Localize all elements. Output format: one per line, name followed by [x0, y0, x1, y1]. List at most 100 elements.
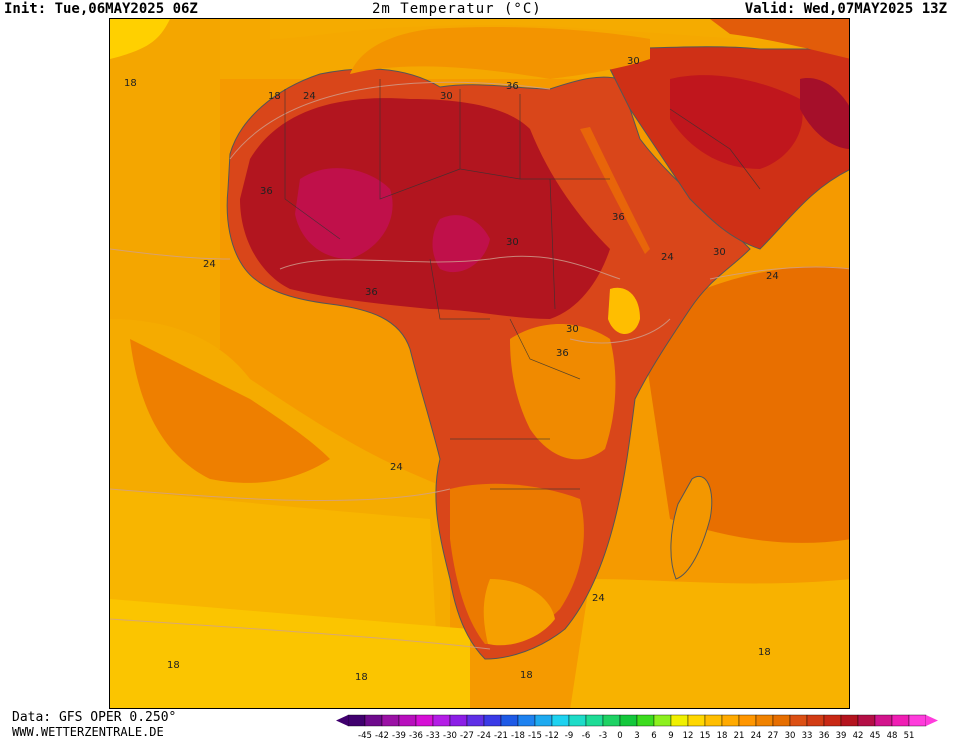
- contour-label: 18: [124, 78, 137, 89]
- legend-tick-label: -33: [426, 731, 440, 741]
- legend-tick-label: 51: [904, 731, 915, 741]
- legend-swatch: [534, 714, 553, 727]
- legend-swatch: [772, 714, 791, 727]
- legend-tick-label: -12: [545, 731, 559, 741]
- legend-tick-label: -39: [392, 731, 406, 741]
- contour-label: 36: [612, 212, 625, 223]
- legend-tick-label: 18: [717, 731, 728, 741]
- legend-swatch: [483, 714, 502, 727]
- contour-label: 24: [661, 252, 674, 263]
- legend-tick-label: -36: [409, 731, 423, 741]
- legend-swatch: [806, 714, 825, 727]
- contour-label: 36: [556, 348, 569, 359]
- contour-label: 18: [355, 672, 368, 683]
- legend-tick-label: 15: [700, 731, 711, 741]
- legend-swatch: [704, 714, 723, 727]
- legend-tick-label: -45: [358, 731, 372, 741]
- legend-tick-label: -3: [599, 731, 607, 741]
- legend-arrow-left: [336, 715, 348, 726]
- legend-tick-label: 27: [768, 731, 779, 741]
- contour-label: 18: [167, 660, 180, 671]
- legend-swatch: [755, 714, 774, 727]
- contour-label: 30: [713, 247, 726, 258]
- legend-swatch: [449, 714, 468, 727]
- contour-label: 24: [592, 593, 605, 604]
- legend-tick-label: 42: [853, 731, 864, 741]
- legend-swatch: [364, 714, 383, 727]
- legend-swatch: [381, 714, 400, 727]
- legend-swatch: [415, 714, 434, 727]
- legend-tick-label: 6: [651, 731, 656, 741]
- legend-swatch: [466, 714, 485, 727]
- contour-label: 24: [390, 462, 403, 473]
- legend-swatch: [840, 714, 859, 727]
- legend-swatch: [823, 714, 842, 727]
- legend-tick-label: -15: [528, 731, 542, 741]
- contour-label: 18: [758, 647, 771, 658]
- website: WWW.WETTERZENTRALE.DE: [12, 725, 164, 739]
- legend-tick-label: -24: [477, 731, 491, 741]
- legend-tick-label: 21: [734, 731, 745, 741]
- legend-swatch: [891, 714, 910, 727]
- legend-swatch: [670, 714, 689, 727]
- credits: Data: GFS OPER 0.250° WWW.WETTERZENTRALE…: [12, 710, 177, 740]
- legend-tick-label: 0: [617, 731, 622, 741]
- contour-label: 18: [268, 91, 281, 102]
- legend-tick-label: -30: [443, 731, 457, 741]
- legend-swatch: [636, 714, 655, 727]
- contour-label: 24: [203, 259, 216, 270]
- legend-swatch: [738, 714, 757, 727]
- legend-tick-label: 24: [751, 731, 762, 741]
- legend-swatch: [857, 714, 876, 727]
- legend-arrow-right: [926, 715, 938, 726]
- legend-swatch: [687, 714, 706, 727]
- contour-label: 30: [566, 324, 579, 335]
- legend-swatch: [789, 714, 808, 727]
- legend-swatch: [432, 714, 451, 727]
- legend-tick-label: 30: [785, 731, 796, 741]
- legend-tick-label: 33: [802, 731, 813, 741]
- legend-tick-label: -27: [460, 731, 474, 741]
- legend-tick-label: 36: [819, 731, 830, 741]
- legend-tick-label: 3: [634, 731, 639, 741]
- legend-swatch: [908, 714, 927, 727]
- legend-swatch: [619, 714, 638, 727]
- legend-tick-label: 9: [668, 731, 673, 741]
- legend-swatch: [721, 714, 740, 727]
- legend-swatch: [500, 714, 519, 727]
- legend-swatch: [602, 714, 621, 727]
- legend-tick-label: 45: [870, 731, 881, 741]
- legend-tick-label: -21: [494, 731, 508, 741]
- legend-swatch: [874, 714, 893, 727]
- legend-swatch: [347, 714, 366, 727]
- legend-swatch: [517, 714, 536, 727]
- valid-time: Valid: Wed,07MAY2025 13Z: [744, 1, 947, 17]
- contour-label: 18: [520, 670, 533, 681]
- color-legend: -45 -42 -39 -36 -33 -30 -27 -24 -21 -18 -15 -12 -9 -6…: [334, 713, 959, 741]
- legend-tick-label: 39: [836, 731, 847, 741]
- contour-label: 36: [365, 287, 378, 298]
- legend-tick-label: -18: [511, 731, 525, 741]
- legend-swatch: [653, 714, 672, 727]
- contour-label: 30: [440, 91, 453, 102]
- init-time: Init: Tue,06MAY2025 06Z: [4, 1, 198, 17]
- chart-title: 2m Temperatur (°C): [372, 1, 542, 17]
- legend-tick-label: -9: [565, 731, 573, 741]
- legend-tick-label: -42: [375, 731, 389, 741]
- data-source: Data: GFS OPER 0.250°: [12, 710, 177, 725]
- legend-bar: -45 -42 -39 -36 -33 -30 -27 -24 -21 -18 -15 -12 -9 -6…: [336, 714, 938, 741]
- legend-tick-label: 48: [887, 731, 898, 741]
- legend-swatch: [551, 714, 570, 727]
- temperature-map[interactable]: 18 18 24 30 36 30 36 36 30 30 24 36 36 30 24 24 24 24 18 18…: [109, 18, 850, 709]
- legend-swatch: [568, 714, 587, 727]
- contour-label: 24: [766, 271, 779, 282]
- contour-label: 30: [627, 56, 640, 67]
- contour-labels: 18 18 24 30 36 30 36 36 30 30 24 36 36 30 24 24 24 24 18 18…: [124, 56, 779, 683]
- contour-label: 24: [303, 91, 316, 102]
- legend-tick-label: 12: [683, 731, 694, 741]
- contour-label: 30: [506, 237, 519, 248]
- legend-swatch: [585, 714, 604, 727]
- contour-label: 36: [260, 186, 273, 197]
- legend-swatch: [398, 714, 417, 727]
- map-canvas: 18 18 24 30 36 30 36 36 30 30 24 36 36 30 24 24 24 24 18 18…: [110, 19, 849, 708]
